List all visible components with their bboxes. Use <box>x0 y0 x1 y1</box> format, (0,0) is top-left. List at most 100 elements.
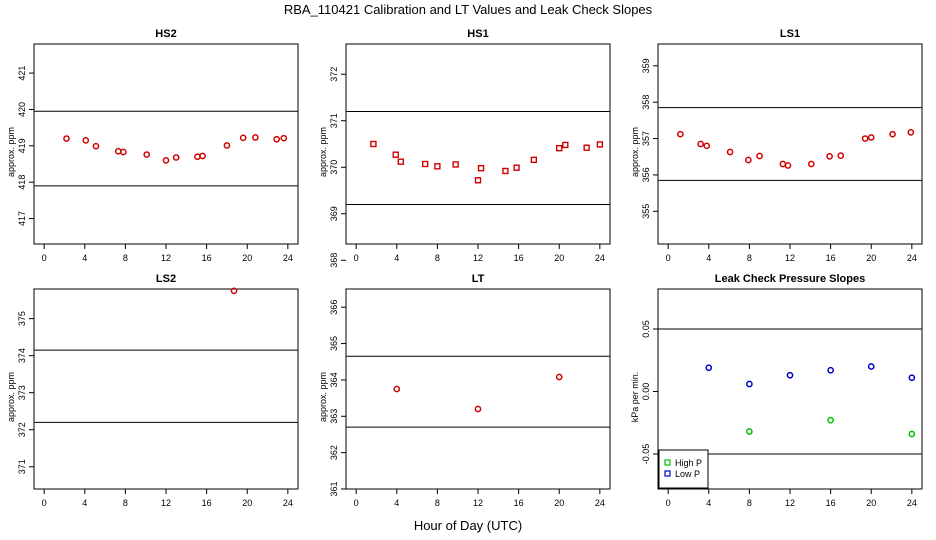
y-tick-label: 371 <box>17 459 27 474</box>
legend-swatch <box>664 459 671 466</box>
y-tick-label: 368 <box>329 253 339 268</box>
legend-swatch <box>664 470 671 477</box>
y-tick-label: 375 <box>17 311 27 326</box>
data-point <box>477 164 485 172</box>
data-point <box>392 151 399 158</box>
data-point <box>583 144 590 151</box>
y-tick-label: 366 <box>329 300 339 315</box>
x-tick-label: 12 <box>473 498 483 508</box>
y-tick-label: 370 <box>329 160 339 175</box>
legend-box <box>658 449 709 489</box>
y-tick-label: 371 <box>329 113 339 128</box>
x-tick-label: 16 <box>514 498 524 508</box>
data-point <box>703 142 711 150</box>
data-point <box>120 148 127 156</box>
data-point <box>827 366 834 374</box>
data-point <box>867 363 875 370</box>
x-tick-label: 16 <box>826 498 836 508</box>
x-tick-label: 0 <box>666 498 671 508</box>
data-point <box>746 428 753 435</box>
panel-title: HS2 <box>155 28 176 40</box>
chart-panel-4: LT 0 4 8 12 16 20 24 361 362 363 364 365 366 approx. p… <box>318 273 611 508</box>
data-point <box>908 430 916 438</box>
x-tick-label: 16 <box>514 253 524 263</box>
data-point <box>596 141 604 148</box>
x-tick-label: 8 <box>435 498 440 508</box>
plot-frame <box>33 288 299 490</box>
x-tick-label: 0 <box>354 253 359 263</box>
y-tick-label: 364 <box>329 372 339 387</box>
data-point <box>474 177 482 184</box>
y-tick-label: 358 <box>641 95 651 110</box>
data-point <box>273 135 281 143</box>
x-tick-label: 24 <box>283 253 293 263</box>
data-point <box>63 135 70 142</box>
x-tick-label: 12 <box>161 498 171 508</box>
y-tick-label: 369 <box>329 206 339 221</box>
data-point <box>786 371 794 379</box>
x-tick-label: 20 <box>554 253 564 263</box>
x-tick-label: 20 <box>554 498 564 508</box>
chart-panel-2: LS1 0 4 8 12 16 20 24 355 356 357 358 359 approx. ppm <box>630 28 923 263</box>
x-tick-label: 4 <box>394 498 399 508</box>
data-point <box>908 374 916 382</box>
data-point <box>861 135 869 142</box>
y-tick-label: 356 <box>641 167 651 182</box>
panel-title: LT <box>472 273 485 285</box>
data-point <box>827 416 834 424</box>
data-point <box>784 162 792 169</box>
x-tick-label: 8 <box>123 253 128 263</box>
x-tick-label: 16 <box>202 253 212 263</box>
y-axis-label: kPa per min. <box>630 372 640 423</box>
x-tick-label: 12 <box>785 253 795 263</box>
data-point <box>697 140 704 148</box>
y-tick-label: 373 <box>17 385 27 400</box>
data-point <box>562 141 569 149</box>
x-tick-label: 20 <box>242 253 252 263</box>
data-point <box>907 129 915 136</box>
y-tick-label: 365 <box>329 336 339 351</box>
y-tick-label: 0.05 <box>641 320 651 338</box>
x-tick-label: 12 <box>473 253 483 263</box>
data-point <box>143 151 151 158</box>
data-point <box>223 142 231 149</box>
y-axis-label: approx. ppm <box>630 127 640 177</box>
chart-panel-5: Leak Check Pressure Slopes 0 4 8 12 16 20 24 -0.… <box>630 273 923 508</box>
x-tick-label: 16 <box>202 498 212 508</box>
y-tick-label: 420 <box>17 102 27 117</box>
y-tick-label: 418 <box>17 175 27 190</box>
y-tick-label: 372 <box>17 422 27 437</box>
data-point <box>555 373 563 381</box>
x-tick-label: 8 <box>747 253 752 263</box>
data-point <box>756 152 763 160</box>
data-point <box>745 156 752 164</box>
legend-label: High P <box>675 458 702 468</box>
data-point <box>162 157 170 164</box>
y-tick-label: 359 <box>641 58 651 73</box>
data-point <box>530 156 538 164</box>
y-axis-label: approx. ppm <box>6 372 16 422</box>
x-tick-label: 24 <box>907 253 917 263</box>
chart-panel-1: HS1 0 4 8 12 16 20 24 368 369 370 371 372 approx. ppm <box>318 28 611 268</box>
data-point <box>705 364 713 372</box>
y-tick-label: 355 <box>641 204 651 219</box>
x-tick-label: 0 <box>354 498 359 508</box>
y-tick-label: 419 <box>17 138 27 153</box>
y-tick-label: 417 <box>17 211 27 226</box>
x-tick-label: 8 <box>435 253 440 263</box>
x-tick-label: 0 <box>666 253 671 263</box>
data-point <box>837 152 845 159</box>
plot-frame <box>345 43 611 245</box>
x-tick-label: 8 <box>123 498 128 508</box>
x-tick-label: 24 <box>595 498 605 508</box>
data-point <box>82 137 90 144</box>
x-tick-label: 24 <box>595 253 605 263</box>
data-point <box>474 405 482 413</box>
plot-frame <box>33 43 299 245</box>
data-point <box>807 160 815 168</box>
data-point <box>746 380 753 388</box>
x-tick-label: 24 <box>283 498 293 508</box>
x-tick-label: 24 <box>907 498 917 508</box>
figure-title: RBA_110421 Calibration and LT Values and… <box>283 2 653 17</box>
